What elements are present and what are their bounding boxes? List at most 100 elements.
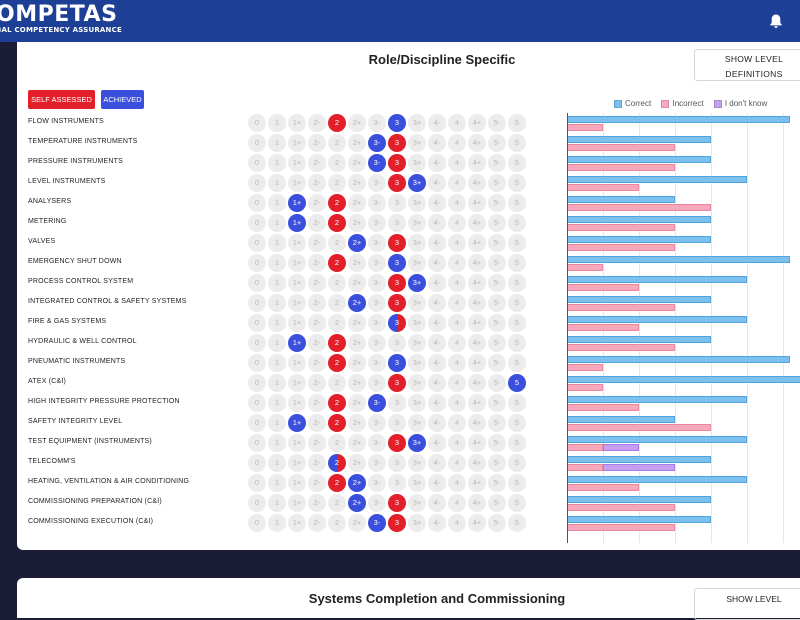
- level-circle[interactable]: 4+: [468, 114, 486, 132]
- level-circle[interactable]: 2+: [348, 354, 366, 372]
- level-circle[interactable]: 4: [448, 194, 466, 212]
- level-circle[interactable]: 5-: [488, 134, 506, 152]
- level-circle[interactable]: 0: [248, 114, 266, 132]
- level-circle[interactable]: 4-: [428, 374, 446, 392]
- level-circle[interactable]: 2-: [308, 494, 326, 512]
- level-circle[interactable]: 2-: [308, 214, 326, 232]
- level-circle[interactable]: 3+: [408, 374, 426, 392]
- level-circle[interactable]: 2-: [308, 294, 326, 312]
- level-circle[interactable]: 3: [388, 394, 406, 412]
- level-circle[interactable]: 2-: [308, 254, 326, 272]
- level-circle[interactable]: 5-: [488, 334, 506, 352]
- level-circle[interactable]: 1+: [288, 274, 306, 292]
- level-circle[interactable]: 4+: [468, 394, 486, 412]
- level-circle-self-assessed[interactable]: 3: [388, 434, 406, 452]
- level-circle-achieved[interactable]: 3+: [408, 434, 426, 452]
- level-circle[interactable]: 3: [388, 414, 406, 432]
- level-circle[interactable]: 4+: [468, 274, 486, 292]
- level-circle[interactable]: 5-: [488, 434, 506, 452]
- level-circle[interactable]: 3-: [368, 214, 386, 232]
- level-circle[interactable]: 1+: [288, 294, 306, 312]
- level-circle[interactable]: 1: [268, 214, 286, 232]
- level-circle[interactable]: 1+: [288, 454, 306, 472]
- level-circle[interactable]: 3: [388, 454, 406, 472]
- level-circle[interactable]: 0: [248, 234, 266, 252]
- level-circle[interactable]: 1: [268, 114, 286, 132]
- level-circle[interactable]: 4-: [428, 314, 446, 332]
- level-circle-achieved[interactable]: 1+: [288, 334, 306, 352]
- level-circle[interactable]: 5: [508, 194, 526, 212]
- level-circle[interactable]: 4: [448, 394, 466, 412]
- level-circle[interactable]: 5: [508, 114, 526, 132]
- level-circle[interactable]: 4: [448, 414, 466, 432]
- achieved-tag[interactable]: ACHIEVED: [101, 90, 144, 109]
- level-circle[interactable]: 3-: [368, 294, 386, 312]
- level-circle[interactable]: 4: [448, 154, 466, 172]
- level-circle[interactable]: 4+: [468, 354, 486, 372]
- level-circle[interactable]: 0: [248, 474, 266, 492]
- level-circle-achieved[interactable]: 3+: [408, 174, 426, 192]
- level-circle[interactable]: 3+: [408, 294, 426, 312]
- level-circle[interactable]: 5-: [488, 474, 506, 492]
- level-circle[interactable]: 2+: [348, 454, 366, 472]
- level-circle-self-assessed[interactable]: 2: [328, 414, 346, 432]
- level-circle[interactable]: 5: [508, 134, 526, 152]
- level-circle-self-assessed[interactable]: 2: [328, 474, 346, 492]
- level-circle[interactable]: 5-: [488, 214, 506, 232]
- level-circle[interactable]: 4+: [468, 454, 486, 472]
- level-circle-self-and-achieved[interactable]: 2: [328, 454, 346, 472]
- level-circle[interactable]: 2-: [308, 374, 326, 392]
- level-circle[interactable]: 4+: [468, 514, 486, 532]
- level-circle-self-assessed[interactable]: 3: [388, 174, 406, 192]
- level-circle[interactable]: 2-: [308, 274, 326, 292]
- level-circle[interactable]: 2-: [308, 514, 326, 532]
- level-circle[interactable]: 3-: [368, 474, 386, 492]
- level-circle[interactable]: 4: [448, 374, 466, 392]
- level-circle[interactable]: 5-: [488, 254, 506, 272]
- level-circle[interactable]: 3+: [408, 394, 426, 412]
- level-circle[interactable]: 2+: [348, 154, 366, 172]
- level-circle[interactable]: 3+: [408, 454, 426, 472]
- level-circle[interactable]: 0: [248, 454, 266, 472]
- level-circle[interactable]: 2-: [308, 414, 326, 432]
- level-circle[interactable]: 3: [388, 334, 406, 352]
- level-circle[interactable]: 4+: [468, 134, 486, 152]
- level-circle[interactable]: 5-: [488, 414, 506, 432]
- level-circle-self-assessed[interactable]: 3: [388, 154, 406, 172]
- level-circle[interactable]: 3-: [368, 254, 386, 272]
- level-circle[interactable]: 1+: [288, 474, 306, 492]
- level-circle[interactable]: 4-: [428, 294, 446, 312]
- level-circle[interactable]: 4-: [428, 234, 446, 252]
- level-circle[interactable]: 4+: [468, 294, 486, 312]
- level-circle[interactable]: 2-: [308, 154, 326, 172]
- level-circle[interactable]: 5: [508, 314, 526, 332]
- level-circle[interactable]: 1+: [288, 494, 306, 512]
- level-circle-achieved[interactable]: 3-: [368, 134, 386, 152]
- level-circle-self-assessed[interactable]: 3: [388, 494, 406, 512]
- level-circle[interactable]: 4-: [428, 494, 446, 512]
- level-circle[interactable]: 4: [448, 254, 466, 272]
- level-circle-achieved[interactable]: 3-: [368, 514, 386, 532]
- level-circle[interactable]: 5-: [488, 194, 506, 212]
- level-circle[interactable]: 4: [448, 294, 466, 312]
- level-circle[interactable]: 1: [268, 374, 286, 392]
- level-circle[interactable]: 4-: [428, 214, 446, 232]
- level-circle[interactable]: 0: [248, 514, 266, 532]
- level-circle-self-assessed[interactable]: 3: [388, 234, 406, 252]
- level-circle-self-assessed[interactable]: 3: [388, 374, 406, 392]
- level-circle[interactable]: 5-: [488, 494, 506, 512]
- level-circle[interactable]: 5: [508, 274, 526, 292]
- level-circle[interactable]: 2-: [308, 314, 326, 332]
- level-circle[interactable]: 4-: [428, 274, 446, 292]
- level-circle[interactable]: 3+: [408, 474, 426, 492]
- level-circle[interactable]: 2+: [348, 314, 366, 332]
- level-circle[interactable]: 2+: [348, 194, 366, 212]
- level-circle[interactable]: 4+: [468, 494, 486, 512]
- level-circle[interactable]: 3+: [408, 154, 426, 172]
- level-circle[interactable]: 1+: [288, 354, 306, 372]
- level-circle[interactable]: 4: [448, 134, 466, 152]
- level-circle[interactable]: 1: [268, 234, 286, 252]
- level-circle[interactable]: 4+: [468, 374, 486, 392]
- level-circle[interactable]: 0: [248, 174, 266, 192]
- level-circle[interactable]: 5: [508, 354, 526, 372]
